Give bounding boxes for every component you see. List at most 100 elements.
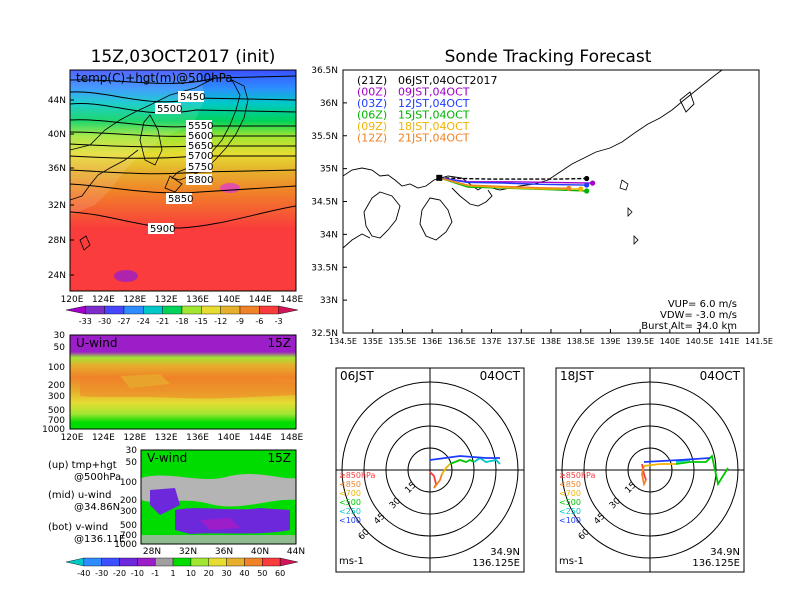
legend-time: 09JST,04OCT — [398, 86, 470, 99]
colorbar-tick-label: 1 — [171, 569, 176, 578]
lon-tick-label: 136.5E — [448, 337, 476, 346]
lat-tick-label: 36N — [48, 164, 66, 174]
track-endpoint — [584, 188, 590, 194]
legend-time: 06JST,04OCT2017 — [398, 74, 498, 87]
colorbar-tick-label: -21 — [156, 317, 169, 326]
hodograph-legend-item: <500 — [559, 498, 581, 507]
lon-tick-label: 124E — [92, 295, 115, 305]
colorbar-swatch — [65, 305, 86, 315]
contour-label: 5800 — [188, 175, 213, 186]
pressure-tick-label: 1000 — [42, 425, 65, 435]
hodograph-trace — [675, 454, 729, 487]
hodograph-trace — [641, 463, 647, 481]
contour-label: 5550 — [188, 121, 213, 132]
colorbar-swatch — [155, 557, 174, 567]
colorbar-swatch — [279, 557, 299, 567]
upper-map-label: temp(C)+hgt(m)@500hPa — [76, 71, 233, 85]
contour-label: 5600 — [188, 131, 213, 142]
colorbar-swatch — [201, 305, 221, 315]
hodograph-legend-item: <850 — [339, 480, 361, 489]
lat-tick-label: 40N — [251, 547, 269, 557]
hodograph-trace — [433, 473, 443, 489]
legend-run: (00Z) — [357, 86, 387, 99]
track-line — [439, 177, 587, 180]
tracking-lat-ticks: 36.5N 36N 35.5N 35N 34.5N 34N 33.5N 33N 32.5N — [311, 66, 347, 339]
legend-time: 15JST,04OCT — [398, 109, 470, 122]
upper-map: 5450 5500 5550 5600 5650 5700 5750 5800 … — [70, 70, 296, 291]
uwind-lon-ticks: 120E 124E 128E 132E 136E 140E 144E 148E — [61, 433, 304, 443]
pressure-tick-label: 300 — [48, 392, 65, 402]
lat-tick-label: 28N — [48, 236, 66, 246]
hodograph-legend-item: <700 — [339, 489, 361, 498]
lon-tick-label: 144E — [249, 295, 272, 305]
colorbar-tick-label: -1 — [151, 569, 159, 578]
note-bot-b: @136.11E — [74, 534, 125, 545]
hodograph-trace — [643, 457, 711, 463]
lat-tick-label: 35.5N — [311, 132, 338, 142]
colorbar-swatch — [162, 305, 183, 315]
colorbar-tick-label: -33 — [79, 317, 92, 326]
legend-run: (21Z) — [357, 74, 387, 87]
tracking-lon-ticks: 134.5E 135E 135.5E 136E 136.5E 137E 137.5E 138E… — [329, 329, 773, 346]
note-up-a: (up) tmp+hgt — [48, 460, 117, 471]
colorbar-swatch — [239, 305, 260, 315]
lat-tick-label: 40N — [48, 130, 66, 140]
legend-time: 12JST,04OCT — [398, 97, 470, 110]
contour-label: 5750 — [188, 162, 213, 173]
lat-tick-label: 28N — [143, 547, 161, 557]
hodograph-trace — [429, 455, 500, 461]
lon-tick-label: 120E — [61, 433, 84, 443]
vwind-time: 15Z — [268, 451, 292, 465]
hodograph-unit: ms-1 — [559, 556, 584, 567]
hodograph-date: 04OCT — [480, 369, 521, 383]
colorbar-swatch — [123, 305, 144, 315]
legend-time: 21JST,04OCT — [398, 132, 470, 145]
track-endpoint — [578, 186, 584, 192]
lon-tick-label: 120E — [61, 295, 84, 305]
lat-tick-label: 33N — [320, 296, 338, 306]
colorbar-swatch — [83, 557, 102, 567]
lat-tick-label: 44N — [287, 547, 305, 557]
hodograph-trace — [643, 463, 676, 467]
upper-map-lat-ticks: 44N 40N 36N 32N 28N 24N — [48, 96, 74, 281]
colorbar-swatch — [119, 557, 138, 567]
hodograph-legend-item: <100 — [339, 516, 361, 525]
track-endpoint — [584, 182, 590, 188]
colorbar-swatch — [226, 557, 245, 567]
pressure-tick-label: 700 — [120, 531, 137, 541]
legend-run: (06Z) — [357, 109, 387, 122]
tracking-title: Sonde Tracking Forecast — [445, 47, 652, 67]
vup-text: VUP= 6.0 m/s — [668, 299, 737, 310]
hodograph-legend-item: <500 — [339, 498, 361, 507]
lat-tick-label: 34N — [320, 230, 338, 240]
colorbar-swatch — [208, 557, 227, 567]
lon-tick-label: 128E — [123, 295, 146, 305]
hodograph-date: 04OCT — [700, 369, 741, 383]
upper-map-lon-ticks: 120E 124E 128E 132E 136E 140E 144E 148E — [61, 295, 304, 305]
hodograph-trace — [641, 465, 647, 487]
launch-site-marker — [436, 174, 443, 181]
colorbar-tick-label: -18 — [175, 317, 188, 326]
tracking-legend: (21Z) 06JST,04OCT2017 (00Z) 09JST,04OCT (03Z… — [357, 74, 498, 145]
hodograph-time: 18JST — [560, 369, 594, 383]
pressure-tick-label: 1000 — [114, 540, 137, 550]
pressure-tick-label: 50 — [54, 343, 66, 353]
lon-tick-label: 140.5E — [686, 337, 714, 346]
hodograph-legend-item: ≥850hPa — [559, 471, 596, 480]
colorbar-swatch — [172, 557, 192, 567]
colorbar-tick-label: -30 — [95, 569, 108, 578]
colorbar-tick-label: -27 — [117, 317, 130, 326]
lon-tick-label: 134.5E — [329, 337, 357, 346]
track-line — [439, 177, 587, 186]
lon-tick-label: 141.5E — [745, 337, 773, 346]
hodograph-trace — [429, 471, 437, 485]
colorbar-swatch — [278, 305, 299, 315]
lon-tick-label: 136E — [422, 337, 442, 346]
lon-tick-label: 128E — [123, 433, 146, 443]
lat-tick-label: 32.5N — [311, 329, 338, 339]
lon-tick-label: 132E — [155, 433, 178, 443]
tracking-params: VUP= 6.0 m/s VDW= -3.0 m/s Burst Alt= 34… — [641, 299, 737, 332]
side-notes: (up) tmp+hgt @500hPa (mid) u-wind @34.86… — [48, 460, 125, 545]
